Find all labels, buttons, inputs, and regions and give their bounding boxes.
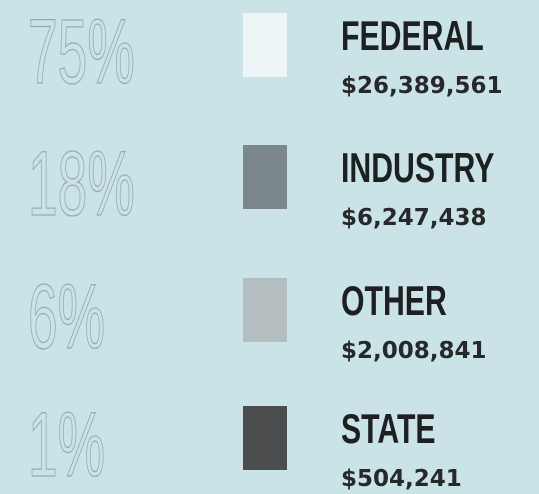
funding-row: 6% OTHER $2,008,841 <box>28 264 487 368</box>
source-label: FEDERAL <box>341 12 484 59</box>
amount: $2,008,841 <box>341 338 487 364</box>
source-label: OTHER <box>341 277 447 324</box>
amount: $26,389,561 <box>341 73 503 99</box>
color-swatch <box>243 278 287 342</box>
amount: $504,241 <box>341 466 462 492</box>
color-swatch <box>243 406 287 470</box>
funding-row: 1% STATE $504,241 <box>28 392 462 494</box>
amount: $6,247,438 <box>341 205 487 231</box>
percent: 1% <box>28 393 105 494</box>
color-swatch <box>243 13 287 77</box>
percent: 18% <box>28 132 135 235</box>
source-label: INDUSTRY <box>341 144 494 191</box>
percent: 6% <box>28 265 105 368</box>
percent: 75% <box>28 0 135 103</box>
source-label: STATE <box>341 405 436 452</box>
color-swatch <box>243 145 287 209</box>
funding-row: 18% INDUSTRY $6,247,438 <box>28 131 495 235</box>
funding-row: 75% FEDERAL $26,389,561 <box>28 0 503 103</box>
